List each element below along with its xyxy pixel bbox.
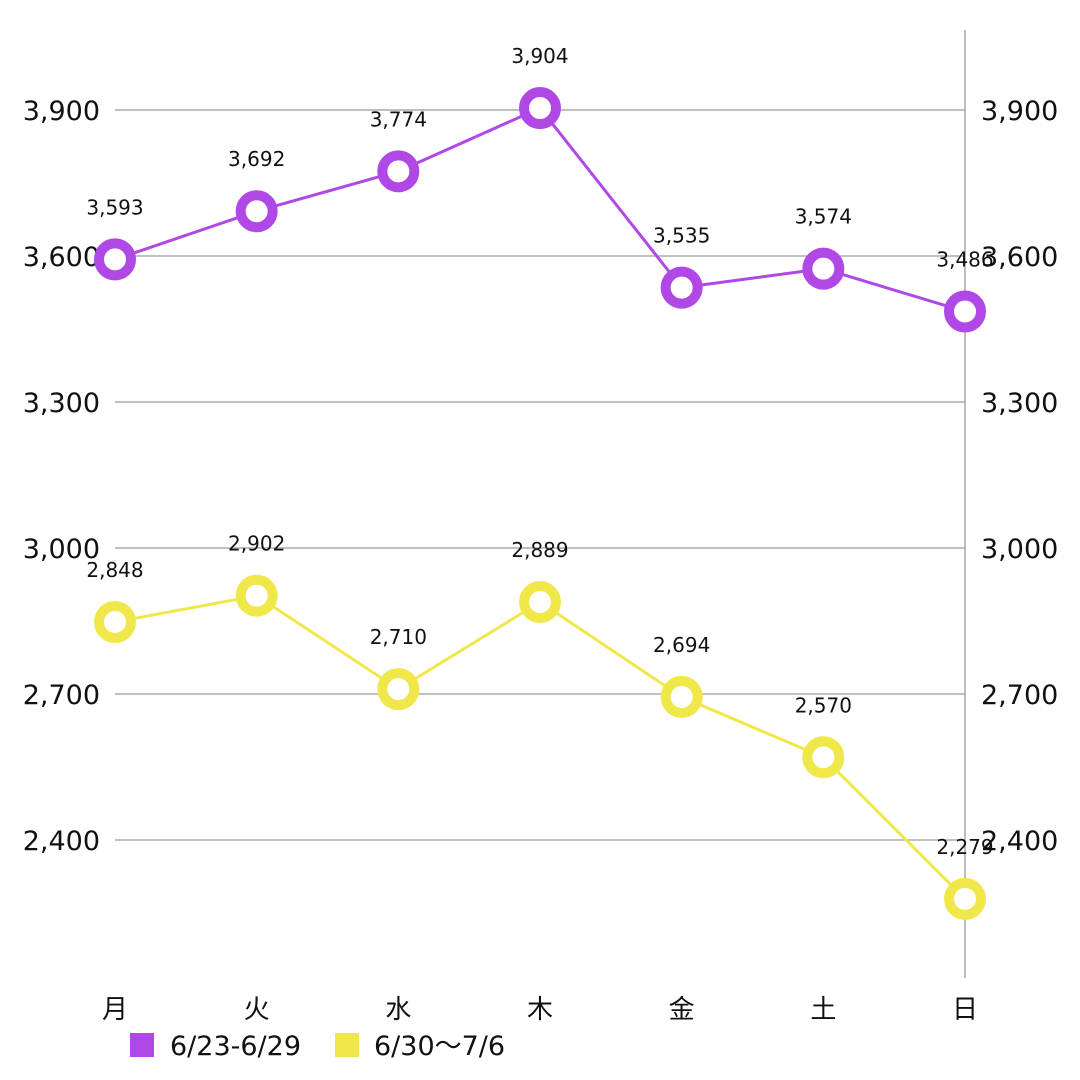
x-tick-label: 日 xyxy=(952,995,978,1025)
y-tick-label-right: 3,900 xyxy=(981,96,1058,127)
data-point xyxy=(660,266,703,309)
data-label: 2,848 xyxy=(86,558,143,582)
y-tick-label-right: 2,400 xyxy=(981,826,1058,857)
legend: 6/23-6/29 6/30〜7/6 xyxy=(130,1031,505,1062)
data-label: 3,774 xyxy=(370,107,427,131)
data-label: 3,593 xyxy=(86,195,143,219)
y-tick-label-left: 2,700 xyxy=(23,680,100,711)
y-tick-label-left: 3,600 xyxy=(23,242,100,273)
data-point xyxy=(94,600,136,643)
y-tick-label-right: 3,000 xyxy=(981,534,1058,565)
data-label: 2,570 xyxy=(795,693,852,717)
legend-swatch xyxy=(335,1033,359,1057)
series xyxy=(94,87,986,920)
y-tick-label-left: 3,900 xyxy=(23,96,100,127)
y-tick-label-right: 3,300 xyxy=(981,388,1058,419)
data-point xyxy=(519,581,561,624)
data-label: 3,486 xyxy=(936,247,993,271)
x-tick-label: 木 xyxy=(527,995,553,1025)
y-tick-label-right: 2,700 xyxy=(981,680,1058,711)
data-point xyxy=(235,574,278,617)
data-point xyxy=(94,238,136,281)
data-point xyxy=(235,190,278,233)
legend-label: 6/30〜7/6 xyxy=(374,1031,505,1062)
data-point xyxy=(519,87,561,130)
data-point xyxy=(660,675,703,718)
data-label: 3,535 xyxy=(653,224,710,248)
x-tick-label: 月 xyxy=(102,995,128,1025)
y-tick-label-right: 3,600 xyxy=(981,242,1058,273)
data-point xyxy=(377,668,420,711)
y-tick-label-left: 2,400 xyxy=(23,826,100,857)
x-tick-label: 土 xyxy=(810,995,836,1025)
x-tick-label: 金 xyxy=(669,995,695,1025)
data-label: 3,574 xyxy=(795,205,852,229)
data-label: 3,692 xyxy=(228,147,285,171)
y-tick-label-left: 3,300 xyxy=(23,388,100,419)
x-tick-label: 火 xyxy=(244,995,270,1025)
data-point xyxy=(944,290,986,333)
axes: 2,400 2,400 2,700 2,700 3,000 3,000 3,300 3,300… xyxy=(23,30,1058,1025)
data-point xyxy=(944,877,986,920)
y-tick-label-left: 3,000 xyxy=(23,534,100,565)
data-labels: 3,593 3,692 3,774 3,904 3,535 3,574 3,486 2,848… xyxy=(86,44,993,859)
legend-swatch xyxy=(130,1033,154,1057)
data-label: 2,889 xyxy=(511,538,568,562)
data-label: 2,279 xyxy=(936,835,993,859)
data-label: 2,694 xyxy=(653,633,710,657)
legend-label: 6/23-6/29 xyxy=(170,1031,301,1062)
data-label: 3,904 xyxy=(511,44,568,68)
data-point xyxy=(802,247,845,290)
data-point xyxy=(802,736,845,779)
data-point xyxy=(377,150,420,193)
x-tick-label: 水 xyxy=(385,995,411,1025)
data-label: 2,710 xyxy=(370,625,427,649)
data-label: 2,902 xyxy=(228,532,285,556)
